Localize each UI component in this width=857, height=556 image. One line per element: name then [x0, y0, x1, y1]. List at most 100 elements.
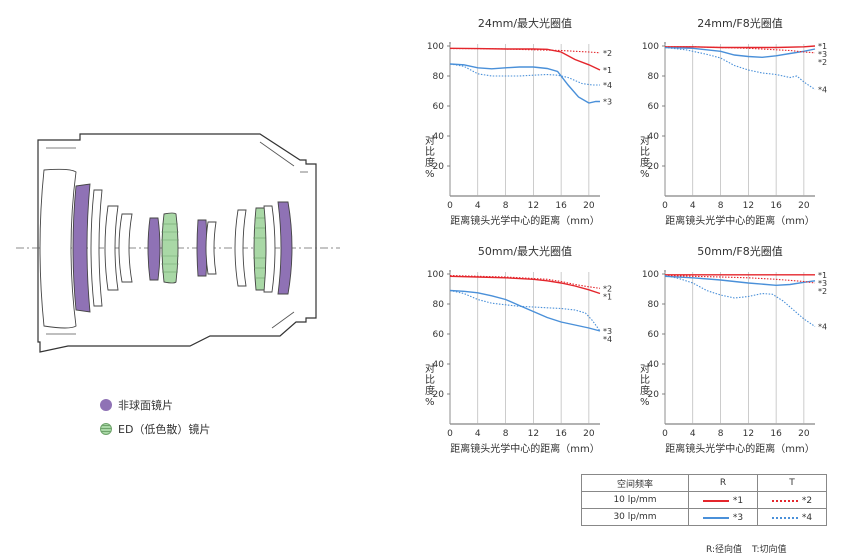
- lens-element-13-aspherical: [277, 201, 293, 295]
- aspherical-swatch-icon: [100, 399, 112, 411]
- y-tick-label: 80: [648, 72, 660, 82]
- legend-aspherical: 非球面镜片: [100, 397, 173, 413]
- y-tick-label: 40: [648, 132, 660, 142]
- x-axis-label: 距离镜头光学中心的距离（mm）: [450, 214, 599, 227]
- chart-title: 50mm/F8光圈值: [697, 244, 782, 258]
- mtf-chart-50mm-f8: 50mm/F8光圈值 0 4 8 12 16 20 20 40 60 80 100 对比度% 距离镜头光学…: [640, 244, 827, 455]
- x-tick-label: 12: [743, 201, 754, 211]
- series-line: [664, 46, 816, 59]
- series-end-label: *4: [603, 335, 612, 344]
- blue-dotted-line-sample: [771, 516, 798, 519]
- table-cell-r: *3: [688, 508, 758, 526]
- x-tick-label: 20: [583, 429, 595, 439]
- series-end-label: *2: [818, 58, 827, 67]
- spatial-frequency-table: 空间频率 R T 10 lp/mm *1 *2 30 lp/mm *3 *4: [581, 474, 827, 526]
- y-tick-label: 60: [433, 330, 445, 340]
- x-tick-label: 4: [475, 201, 481, 211]
- note-radial: R:径向值: [706, 545, 743, 555]
- y-tick-label: 20: [433, 390, 445, 400]
- y-axis-label: 对比度%: [425, 362, 435, 408]
- x-tick-label: 12: [528, 201, 539, 211]
- lens-element-5: [118, 213, 133, 283]
- note-tangential: T:切向值: [752, 545, 787, 555]
- series-line: [664, 274, 816, 327]
- x-tick-label: 0: [662, 429, 668, 439]
- lens-element-7-ed: [161, 212, 179, 284]
- y-tick-label: 20: [433, 162, 445, 172]
- x-tick-label: 4: [690, 201, 696, 211]
- x-tick-label: 16: [555, 429, 567, 439]
- y-tick-label: 100: [427, 42, 444, 52]
- lens-cross-section: [16, 133, 340, 353]
- series-line: [449, 289, 601, 332]
- mtf-chart-24mm-wide: 24mm/最大光圈值 0 4 8 12 16 20 20 40 60 80 100 对比度% 距离镜头光学…: [425, 16, 612, 227]
- mtf-chart-24mm-f8: 24mm/F8光圈值 0 4 8 12 16 20 20 40 60 80 100 对比度% 距离镜头光学…: [640, 16, 827, 227]
- y-tick-label: 100: [642, 42, 659, 52]
- series-line: [665, 46, 816, 54]
- legend-ed: ED（低色散）镜片: [100, 421, 210, 437]
- x-tick-label: 8: [503, 429, 509, 439]
- x-tick-label: 16: [770, 201, 782, 211]
- y-tick-label: 100: [427, 270, 444, 280]
- table-header-r: R: [688, 474, 758, 492]
- lens-element-12: [263, 205, 276, 293]
- series-end-label: *4: [818, 323, 827, 332]
- chart-title: 24mm/F8光圈值: [697, 16, 782, 30]
- x-tick-label: 12: [743, 429, 754, 439]
- lens-element-10: [234, 209, 247, 287]
- series-end-label: *4: [818, 86, 827, 95]
- lens-element-1: [39, 168, 77, 329]
- table-header-row: 空间频率 R T: [581, 474, 827, 492]
- x-tick-label: 20: [798, 429, 810, 439]
- x-tick-label: 0: [447, 429, 453, 439]
- x-tick-label: 8: [718, 201, 724, 211]
- x-tick-label: 20: [798, 201, 810, 211]
- series-line: [450, 48, 601, 54]
- marker-label: *4: [801, 512, 813, 523]
- series-end-label: *1: [818, 42, 827, 51]
- y-tick-label: 80: [648, 300, 660, 310]
- marker-label: *2: [801, 495, 813, 506]
- series-end-label: *3: [818, 50, 827, 59]
- red-solid-line-sample: [702, 499, 729, 502]
- mtf-chart-50mm-wide: 50mm/最大光圈值 0 4 8 12 16 20 20 40 60 80 100 对比度% 距离镜头光学…: [425, 244, 612, 455]
- x-tick-label: 12: [528, 429, 539, 439]
- series-line: [449, 275, 601, 295]
- y-tick-label: 40: [648, 360, 660, 370]
- legend-aspherical-label: 非球面镜片: [118, 399, 173, 412]
- blue-solid-line-sample: [702, 516, 729, 519]
- series-line: [449, 63, 600, 104]
- y-tick-label: 60: [648, 330, 660, 340]
- y-axis-label: 对比度%: [640, 134, 650, 180]
- y-tick-label: 80: [433, 300, 445, 310]
- series-end-label: *1: [603, 66, 612, 75]
- y-tick-label: 20: [648, 390, 660, 400]
- y-tick-label: 80: [433, 72, 445, 82]
- y-axis-label: 对比度%: [425, 134, 435, 180]
- y-tick-label: 40: [433, 360, 445, 370]
- marker-label: *1: [732, 495, 744, 506]
- red-dotted-line-sample: [771, 499, 798, 502]
- x-axis-label: 距离镜头光学中心的距离（mm）: [665, 442, 814, 455]
- y-tick-label: 100: [642, 270, 659, 280]
- series-end-label: *3: [603, 327, 612, 336]
- series-end-label: *2: [603, 284, 612, 293]
- chart-title: 50mm/最大光圈值: [478, 244, 572, 258]
- lens-element-3: [90, 189, 103, 307]
- y-tick-label: 20: [648, 162, 660, 172]
- lens-element-9: [205, 221, 217, 275]
- lens-element-6-aspherical: [147, 217, 161, 281]
- series-end-label: *3: [818, 279, 827, 288]
- x-axis-label: 距离镜头光学中心的距离（mm）: [665, 214, 814, 227]
- legend-ed-label: ED（低色散）镜片: [118, 423, 211, 436]
- lens-element-8-aspherical: [196, 219, 208, 277]
- series-end-label: *4: [603, 81, 612, 90]
- x-tick-label: 16: [555, 201, 567, 211]
- x-tick-label: 4: [690, 429, 696, 439]
- y-tick-label: 60: [648, 102, 660, 112]
- x-tick-label: 0: [447, 201, 453, 211]
- table-cell-freq: 10 lp/mm: [581, 491, 689, 509]
- x-tick-label: 4: [475, 429, 481, 439]
- lens-element-2-aspherical: [72, 183, 91, 313]
- table-cell-freq: 30 lp/mm: [581, 508, 689, 526]
